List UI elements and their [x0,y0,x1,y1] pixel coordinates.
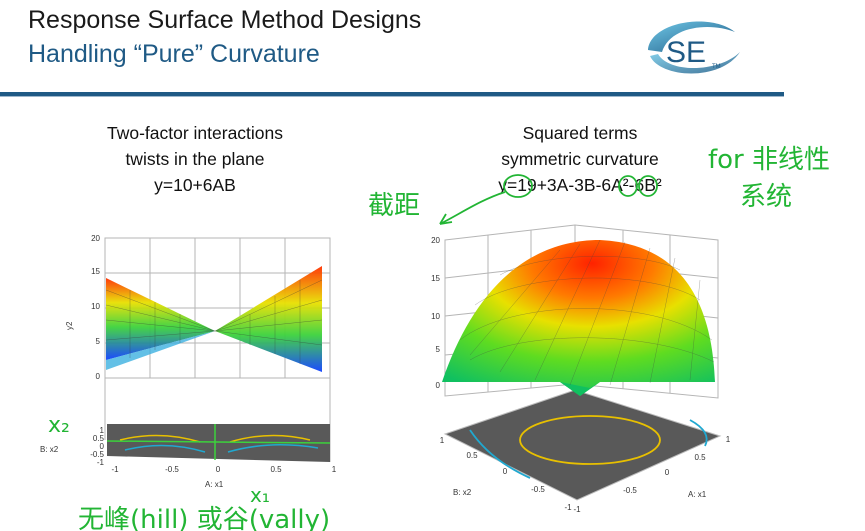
left-caption-line3: y=10+6AB [154,175,236,195]
left-x-tick: -0.5 [165,465,179,474]
right-x-label: A: x1 [688,490,707,499]
left-y-label: B: x2 [40,445,59,454]
left-caption: Two-factor interactions twists in the pl… [60,120,330,198]
right-y-tick: 1 [440,436,445,445]
right-y-tick: 0 [503,467,508,476]
right-x-tick: 0 [665,468,670,477]
right-floor [443,389,722,501]
left-z-tick: 15 [91,267,100,276]
note-x2: x₂ [48,413,70,438]
slide-subtitle: Handling “Pure” Curvature [28,40,320,68]
right-y-label: B: x2 [453,488,472,497]
left-x-tick: 0 [216,465,221,474]
left-x-tick: -1 [111,465,119,474]
right-y-tick: -0.5 [531,485,545,494]
note-bottom: 无峰(hill) 或谷(vally) [78,505,330,531]
left-z-tick: 20 [91,234,100,243]
note-x1: x₁ [250,483,270,507]
left-z-tick: 0 [96,372,101,381]
left-y-tick: 1 [100,426,105,435]
right-x-tick: -1 [573,505,581,514]
annotation-circles [439,174,658,225]
header-rule [0,92,784,96]
right-y-tick: 0.5 [466,451,478,460]
note-nonlinear-1: for 非线性 [708,145,830,175]
right-z-tick: 20 [431,236,440,245]
left-z-label: y2 [65,321,74,330]
right-x-tick: 0.5 [694,453,706,462]
right-caption-line2: symmetric curvature [501,149,659,169]
note-intercept: 截距 [368,191,420,221]
left-x-label: A: x1 [205,480,224,489]
slide-title: Response Surface Method Designs [28,6,422,34]
right-z-tick: 10 [431,312,440,321]
left-caption-line2: twists in the plane [125,149,265,169]
left-surface [105,266,323,372]
left-z-tick: 5 [96,337,101,346]
right-z-tick: 0 [436,381,441,390]
right-z-tick: 15 [431,274,440,283]
left-y-tick: 0.5 [93,434,105,443]
right-z-tick: 5 [436,345,441,354]
right-surface [442,239,715,396]
right-x-tick: -0.5 [623,486,637,495]
left-y-tick: -1 [97,458,105,467]
left-z-tick: 10 [91,302,100,311]
left-x-tick: 1 [332,465,337,474]
se-logo: SE TM [648,21,740,74]
right-y-tick: -1 [564,503,572,512]
right-x-tick: 1 [726,435,731,444]
left-y-tick: 0 [100,442,105,451]
right-caption-line1: Squared terms [522,123,638,143]
left-x-tick: 0.5 [270,465,282,474]
left-floor [106,424,331,462]
logo-text: SE [666,36,706,69]
left-caption-line1: Two-factor interactions [106,123,284,143]
logo-tm: TM [712,64,721,70]
left-y-tick: -0.5 [90,450,104,459]
note-nonlinear-2: 系统 [740,182,792,212]
header-rule-thin [0,96,784,97]
